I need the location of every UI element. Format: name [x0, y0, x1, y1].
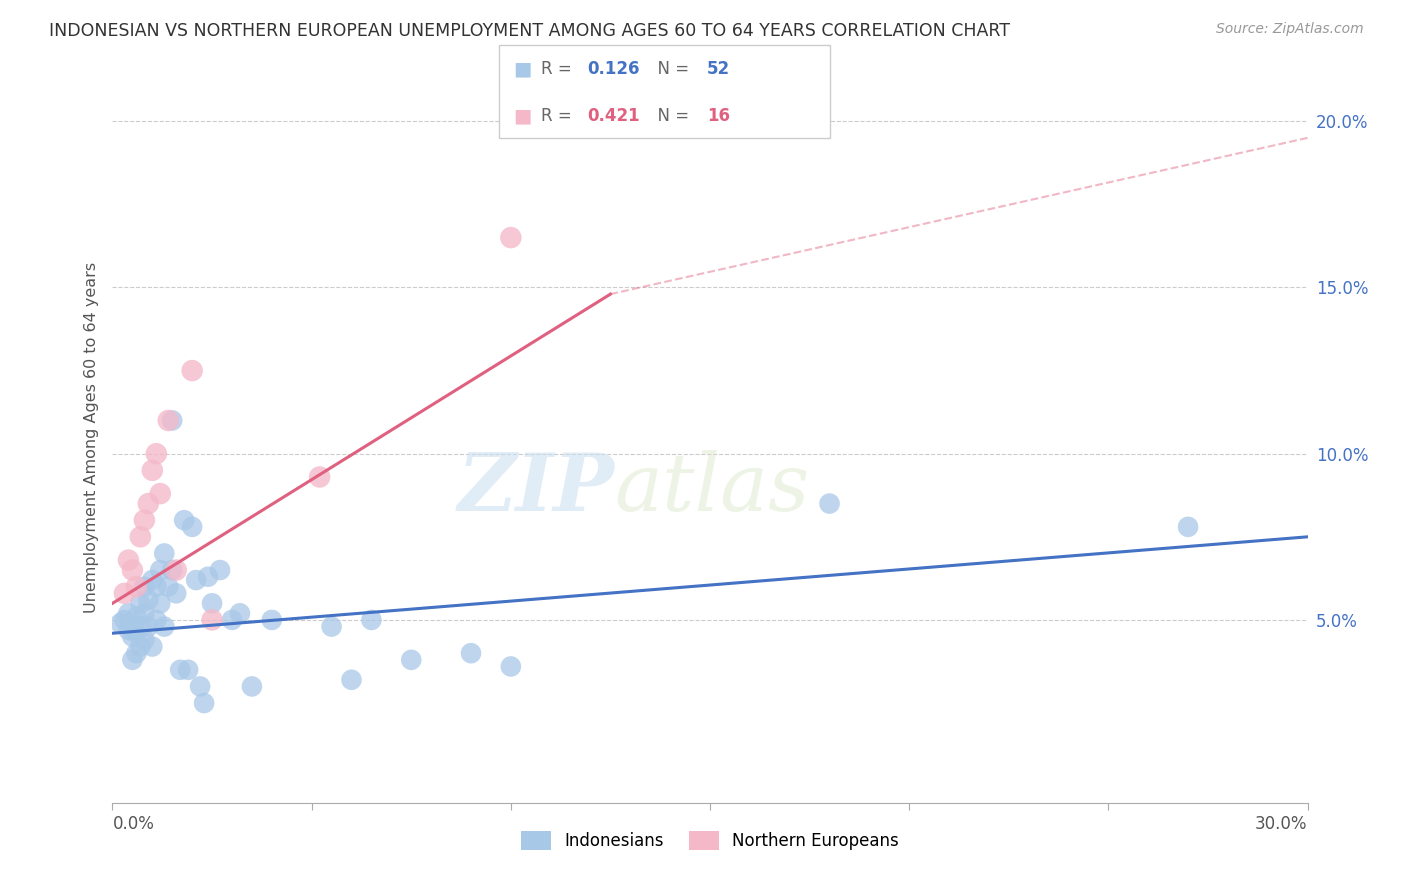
Point [149, 563, 172, 577]
Point [117, 623, 139, 637]
Point [360, 613, 382, 627]
Text: 16: 16 [707, 107, 730, 125]
Point [201, 613, 224, 627]
Point [145, 580, 167, 594]
Y-axis label: Unemployment Among Ages 60 to 64 years: Unemployment Among Ages 60 to 64 years [83, 261, 98, 613]
Text: 52: 52 [707, 60, 730, 78]
Point [499, 659, 522, 673]
Point [129, 596, 152, 610]
Point [260, 613, 283, 627]
Text: R =: R = [541, 60, 578, 78]
Point [818, 497, 841, 511]
Point [138, 619, 160, 633]
Point [141, 640, 163, 654]
Point [145, 447, 167, 461]
Point [1177, 520, 1199, 534]
Point [134, 632, 156, 647]
Point [141, 573, 163, 587]
Point [129, 530, 152, 544]
Point [229, 607, 252, 621]
Point [240, 680, 263, 694]
Point [129, 619, 152, 633]
Text: ■: ■ [513, 59, 531, 78]
Point [177, 663, 200, 677]
Point [188, 680, 211, 694]
Point [125, 626, 148, 640]
Point [121, 619, 143, 633]
Point [162, 563, 183, 577]
Point [169, 663, 191, 677]
Point [201, 596, 224, 610]
Point [114, 586, 135, 600]
Text: ZIP: ZIP [457, 450, 614, 527]
Text: N =: N = [647, 107, 695, 125]
Point [138, 497, 160, 511]
Point [197, 570, 219, 584]
Point [165, 563, 187, 577]
Point [153, 619, 176, 633]
Text: 30.0%: 30.0% [1256, 814, 1308, 832]
Point [134, 580, 156, 594]
Point [193, 696, 215, 710]
Point [114, 613, 135, 627]
Point [117, 607, 139, 621]
Text: 0.421: 0.421 [588, 107, 640, 125]
Point [308, 470, 330, 484]
Point [134, 607, 156, 621]
Point [162, 413, 183, 427]
Point [125, 609, 148, 624]
Point [186, 573, 208, 587]
Text: 0.0%: 0.0% [112, 814, 155, 832]
Point [129, 640, 152, 654]
Point [153, 546, 176, 560]
Point [110, 616, 132, 631]
Point [145, 613, 167, 627]
Point [499, 230, 522, 244]
Point [157, 580, 180, 594]
Text: atlas: atlas [614, 450, 810, 527]
Point [138, 593, 160, 607]
Legend: Indonesians, Northern Europeans: Indonesians, Northern Europeans [515, 824, 905, 856]
Text: INDONESIAN VS NORTHERN EUROPEAN UNEMPLOYMENT AMONG AGES 60 TO 64 YEARS CORRELATI: INDONESIAN VS NORTHERN EUROPEAN UNEMPLOY… [49, 22, 1010, 40]
Text: Source: ZipAtlas.com: Source: ZipAtlas.com [1216, 22, 1364, 37]
Text: R =: R = [541, 107, 578, 125]
Point [181, 520, 204, 534]
Point [340, 673, 363, 687]
Point [165, 586, 187, 600]
Point [157, 413, 180, 427]
Point [149, 486, 172, 500]
Point [121, 653, 143, 667]
Point [221, 613, 243, 627]
Point [121, 630, 143, 644]
Point [149, 596, 172, 610]
Point [173, 513, 195, 527]
Point [117, 553, 139, 567]
Point [125, 646, 148, 660]
Text: 0.126: 0.126 [588, 60, 640, 78]
Point [134, 513, 156, 527]
Point [181, 363, 204, 377]
Point [460, 646, 482, 660]
Point [141, 463, 163, 477]
Point [125, 580, 148, 594]
Point [401, 653, 423, 667]
Text: N =: N = [647, 60, 695, 78]
Point [321, 619, 343, 633]
Point [121, 563, 143, 577]
Point [209, 563, 232, 577]
Text: ■: ■ [513, 106, 531, 126]
